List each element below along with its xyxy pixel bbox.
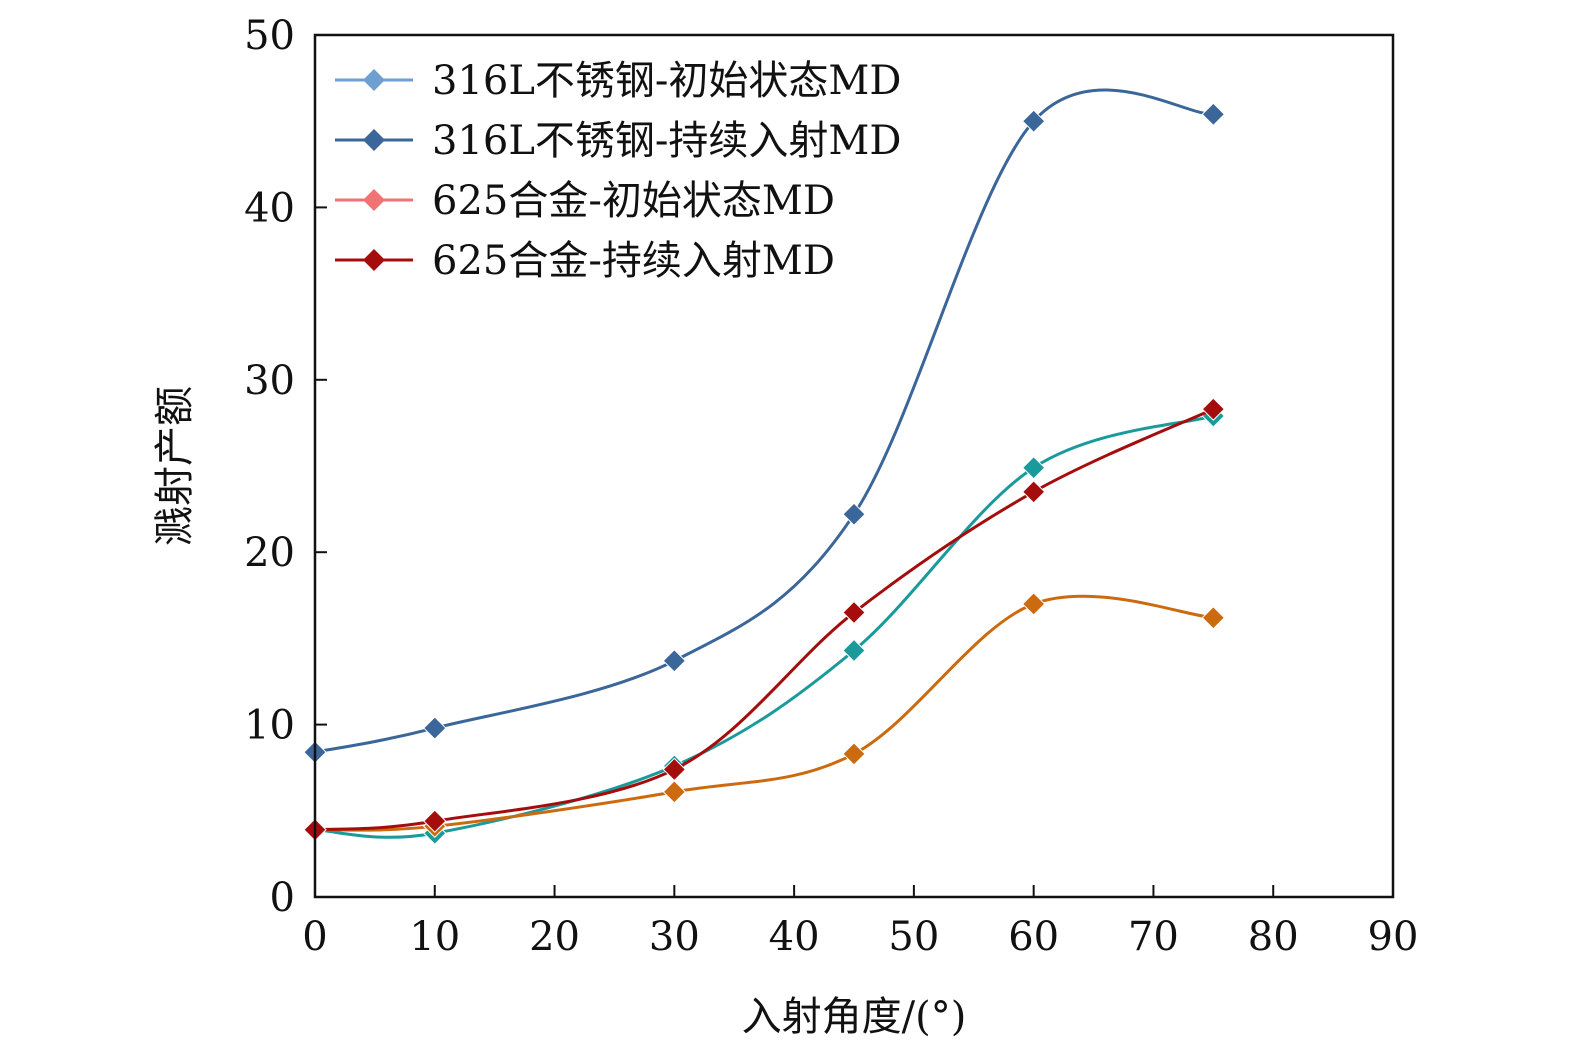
legend-label: 316L不锈钢-持续入射MD	[432, 118, 901, 164]
data-point	[662, 757, 687, 782]
data-point	[1201, 102, 1226, 127]
series-line	[314, 594, 1214, 832]
data-point	[1021, 456, 1046, 480]
x-tick-label: 0	[302, 914, 327, 960]
data-point	[662, 649, 687, 673]
axis-ticks: 0 10 20 30 40 50 60 70 80 90 0 10 20 30 40 50	[244, 13, 1418, 960]
legend-label: 625合金-初始状态MD	[432, 178, 835, 224]
legend-marker	[363, 69, 385, 91]
x-tick-label: 80	[1248, 914, 1299, 960]
legend-label: 625合金-持续入射MD	[432, 238, 835, 284]
y-tick-label: 40	[244, 185, 295, 231]
y-tick-label: 0	[270, 875, 295, 921]
data-point	[842, 600, 866, 625]
y-tick-label: 30	[244, 358, 295, 404]
x-tick-label: 90	[1368, 914, 1419, 960]
legend-marker	[363, 189, 385, 211]
legend-marker	[363, 129, 385, 151]
x-tick-label: 40	[769, 914, 820, 960]
data-point	[842, 638, 866, 663]
x-axis-title: 入射角度/(°)	[742, 994, 967, 1040]
data-point	[423, 809, 447, 833]
series-line	[314, 407, 1214, 832]
y-axis-title: 溅射产额	[152, 386, 198, 546]
data-point	[1021, 592, 1046, 616]
series-line	[314, 414, 1214, 839]
legend: 316L不锈钢-初始状态MD 316L不锈钢-持续入射MD 625合金-初始状态MD…	[335, 58, 901, 284]
x-tick-label: 70	[1128, 914, 1179, 960]
data-point	[1021, 109, 1046, 133]
data-point	[662, 780, 687, 804]
data-point	[842, 742, 866, 766]
y-tick-label: 10	[244, 703, 295, 749]
y-tick-label: 20	[244, 530, 295, 576]
plot-frame	[313, 33, 1395, 899]
x-tick-label: 30	[649, 914, 700, 960]
series-layer	[303, 88, 1226, 845]
data-point	[1021, 480, 1046, 504]
data-point	[1201, 397, 1226, 421]
x-tick-label: 10	[409, 914, 460, 960]
x-tick-label: 50	[888, 914, 939, 960]
data-point	[842, 502, 866, 526]
data-point	[423, 716, 447, 740]
data-point	[1201, 606, 1226, 630]
x-tick-label: 60	[1008, 914, 1059, 960]
y-tick-label: 50	[244, 13, 295, 59]
legend-label: 316L不锈钢-初始状态MD	[432, 58, 901, 104]
x-tick-label: 20	[529, 914, 580, 960]
legend-marker	[363, 249, 385, 271]
